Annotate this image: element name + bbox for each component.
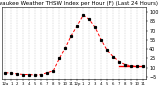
Title: Milwaukee Weather THSW Index per Hour (F) (Last 24 Hours): Milwaukee Weather THSW Index per Hour (F… [0, 1, 158, 6]
